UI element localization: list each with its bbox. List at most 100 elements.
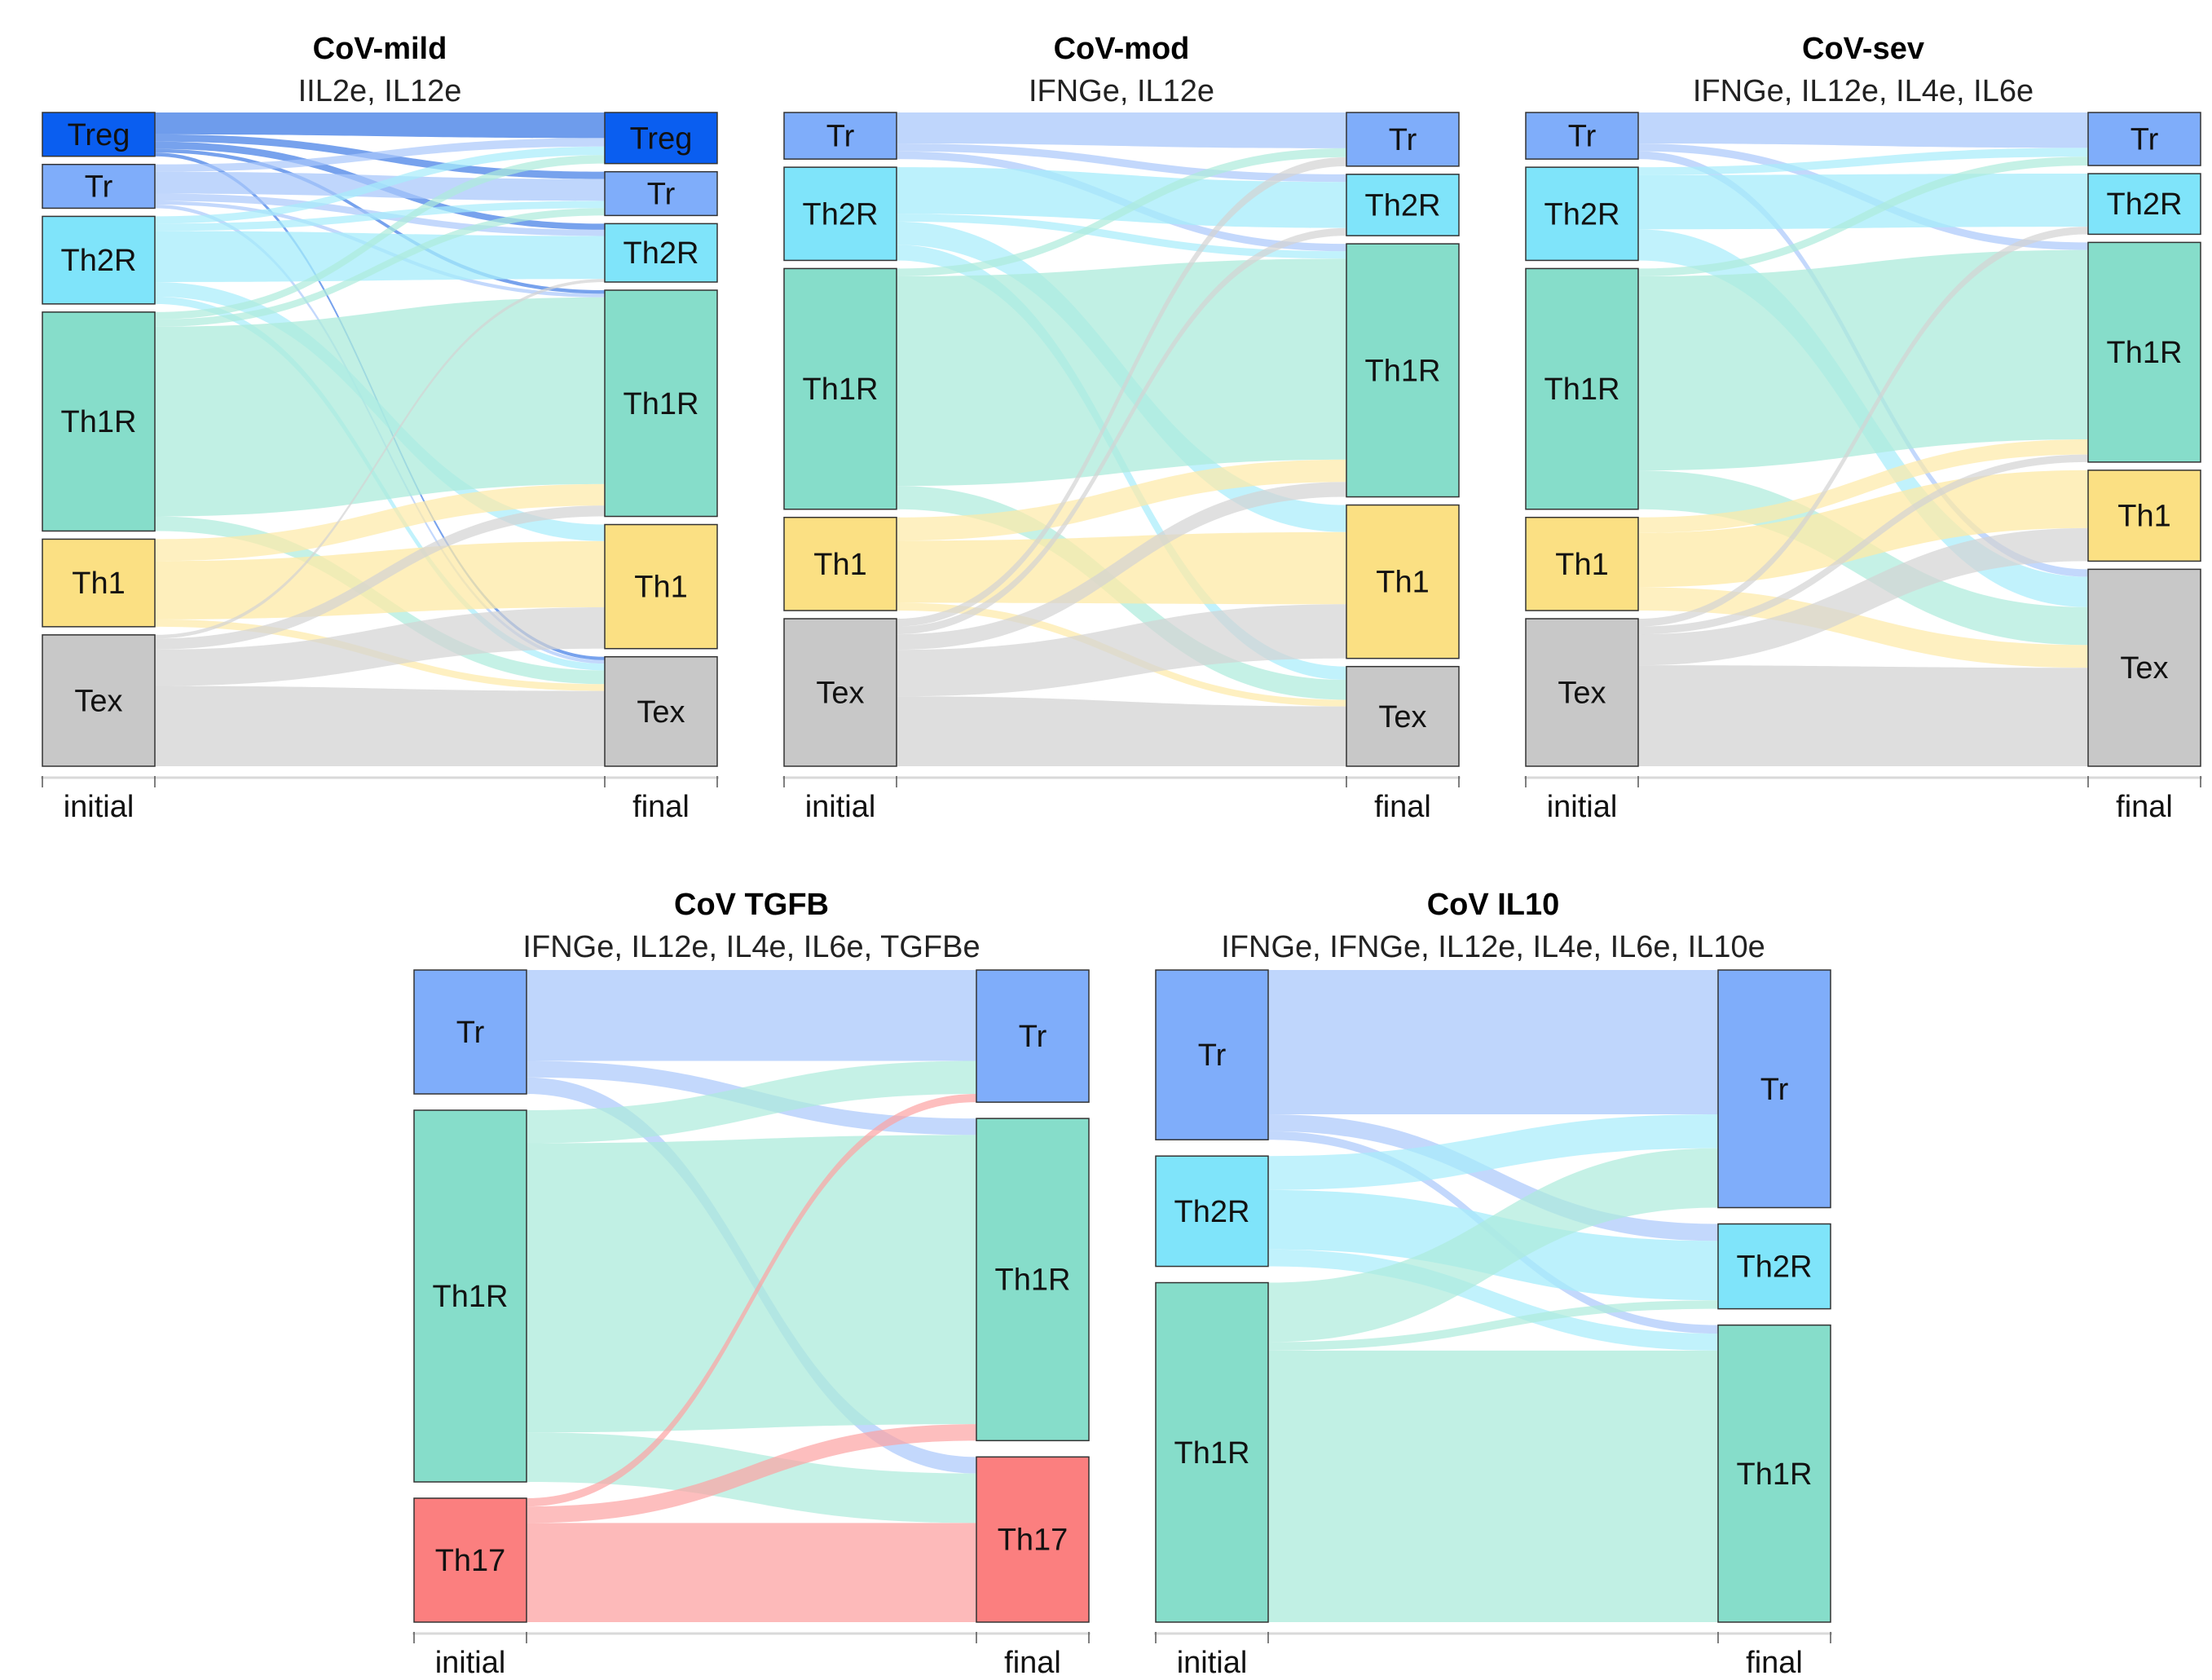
flow-th1r-to-th1r	[897, 258, 1346, 487]
node-box	[1346, 112, 1460, 167]
flow-tr-to-tr	[1638, 112, 2088, 148]
node-label: Tex	[2120, 651, 2168, 686]
initial-node-th1r: Th1R	[42, 311, 156, 532]
flow-th2r-to-th2r	[155, 231, 605, 282]
node-box	[1525, 112, 1639, 160]
axis-label-initial: initial	[64, 790, 134, 824]
final-node-tr: Tr	[2087, 112, 2201, 166]
node-label: Th2R	[1737, 1250, 1813, 1285]
flow-th1-to-th1	[1638, 470, 2088, 588]
flow-th1r-to-th1r	[1638, 249, 2088, 471]
initial-node-tex: Tex	[42, 634, 156, 767]
node-label: Th1R	[1737, 1457, 1813, 1492]
node-box	[2087, 173, 2201, 236]
final-nodes: Tr Th2R Th1R Th1 Tex	[1346, 112, 1460, 767]
flow-tr-to-th2r	[897, 143, 1346, 183]
final-node-th2r: Th2R	[604, 223, 718, 283]
node-box	[2087, 112, 2201, 166]
node-box	[783, 112, 897, 160]
final-node-th2r: Th2R	[1717, 1223, 1831, 1310]
node-label: Tr	[85, 170, 113, 205]
panel-title: CoV TGFB	[674, 888, 829, 922]
initial-nodes: Tr Th2R Th1R Th1 Tex	[1525, 112, 1639, 767]
node-box	[42, 311, 156, 532]
node-box	[1346, 174, 1460, 236]
node-box	[1346, 504, 1460, 659]
node-label: Tr	[647, 178, 676, 212]
node-box	[604, 223, 718, 283]
flow-th1r-to-th1r	[155, 297, 605, 517]
initial-node-th1: Th1	[1525, 516, 1639, 611]
x-axis: initial final	[412, 1632, 1091, 1680]
node-box	[42, 634, 156, 767]
final-nodes: Treg Tr Th2R Th1R Th1 Tex	[604, 112, 718, 767]
node-label: Treg	[68, 118, 130, 152]
flow-tex-to-tex	[1638, 665, 2088, 766]
initial-node-tr: Tr	[42, 163, 156, 209]
axis-label-initial: initial	[1177, 1646, 1248, 1680]
panel-subtitle: IFNGe, IL12e	[1029, 74, 1214, 108]
flow-th2r-to-th1r	[897, 214, 1346, 259]
flow-th17-to-tr	[527, 1094, 976, 1507]
node-label: Th2R	[1365, 188, 1441, 223]
initial-node-th1: Th1	[42, 538, 156, 628]
initial-node-th17: Th17	[413, 1497, 527, 1623]
node-label: Tex	[637, 695, 685, 730]
flow-tex-to-th1r	[1638, 454, 2088, 635]
final-node-tr: Tr	[1717, 969, 1831, 1209]
final-node-th1r: Th1R	[976, 1118, 1090, 1442]
panel-subtitle: IFNGe, IL12e, IL4e, IL6e	[1693, 74, 2034, 108]
panel-title: CoV IL10	[1427, 888, 1560, 922]
node-box	[42, 215, 156, 305]
flow-tex-to-th2r	[897, 227, 1346, 635]
node-box	[1346, 243, 1460, 498]
final-node-treg: Treg	[604, 112, 718, 165]
initial-node-th2r: Th2R	[783, 166, 897, 262]
initial-node-th1r: Th1R	[783, 267, 897, 510]
flow-th2r-to-tr	[1638, 148, 2088, 175]
node-label: Th17	[998, 1523, 1069, 1558]
node-box	[1155, 969, 1269, 1140]
node-label: Th1	[72, 567, 125, 601]
initial-node-tex: Tex	[1525, 618, 1639, 767]
sankey-panel-cov-il10: CoV IL10 IFNGe, IFNGe, IL12e, IL4e, IL6e,…	[1154, 888, 1832, 1680]
node-box	[1525, 166, 1639, 262]
axis-label-final: final	[632, 790, 690, 824]
node-label: Th1	[1555, 548, 1608, 582]
node-box	[1717, 1223, 1831, 1310]
flow-treg-to-th1r	[155, 148, 605, 294]
node-label: Tr	[1568, 120, 1597, 154]
initial-node-tr: Tr	[783, 112, 897, 160]
node-box	[604, 289, 718, 518]
node-label: Tr	[1198, 1038, 1227, 1073]
x-axis: initial final	[782, 776, 1461, 824]
flow-th1r-to-tr	[897, 148, 1346, 276]
panel-subtitle: IFNGe, IL12e, IL4e, IL6e, TGFBe	[522, 930, 980, 964]
node-box	[1717, 969, 1831, 1209]
flow-th1r-to-th2r	[1268, 1300, 1718, 1351]
node-box	[1717, 1324, 1831, 1623]
node-box	[1346, 665, 1460, 767]
final-node-th1r: Th1R	[1717, 1324, 1831, 1623]
flow-th2r-to-treg	[155, 146, 605, 224]
node-label: Tex	[1558, 677, 1606, 711]
node-box	[604, 655, 718, 767]
final-node-tr: Tr	[604, 170, 718, 217]
node-label: Th1R	[433, 1280, 509, 1314]
final-node-th17: Th17	[976, 1456, 1090, 1623]
final-nodes: Tr Th2R Th1R	[1717, 969, 1831, 1623]
flow-tex-to-tex	[155, 686, 605, 766]
sankey-panel-cov-sev: CoV-sev IFNGe, IL12e, IL4e, IL6e Tr Th2R Th1…	[1524, 32, 2202, 824]
node-box	[1525, 516, 1639, 611]
flow-tex-to-th1r	[897, 482, 1346, 650]
x-axis: initial final	[1154, 1632, 1832, 1680]
axis-label-initial: initial	[435, 1646, 506, 1680]
node-label: Th1R	[1365, 354, 1441, 388]
node-box	[413, 1109, 527, 1483]
node-box	[42, 163, 156, 209]
node-box	[783, 267, 897, 510]
final-nodes: Tr Th1R Th17	[976, 969, 1090, 1623]
initial-node-tr: Tr	[1525, 112, 1639, 160]
x-axis: initial final	[1524, 776, 2202, 824]
